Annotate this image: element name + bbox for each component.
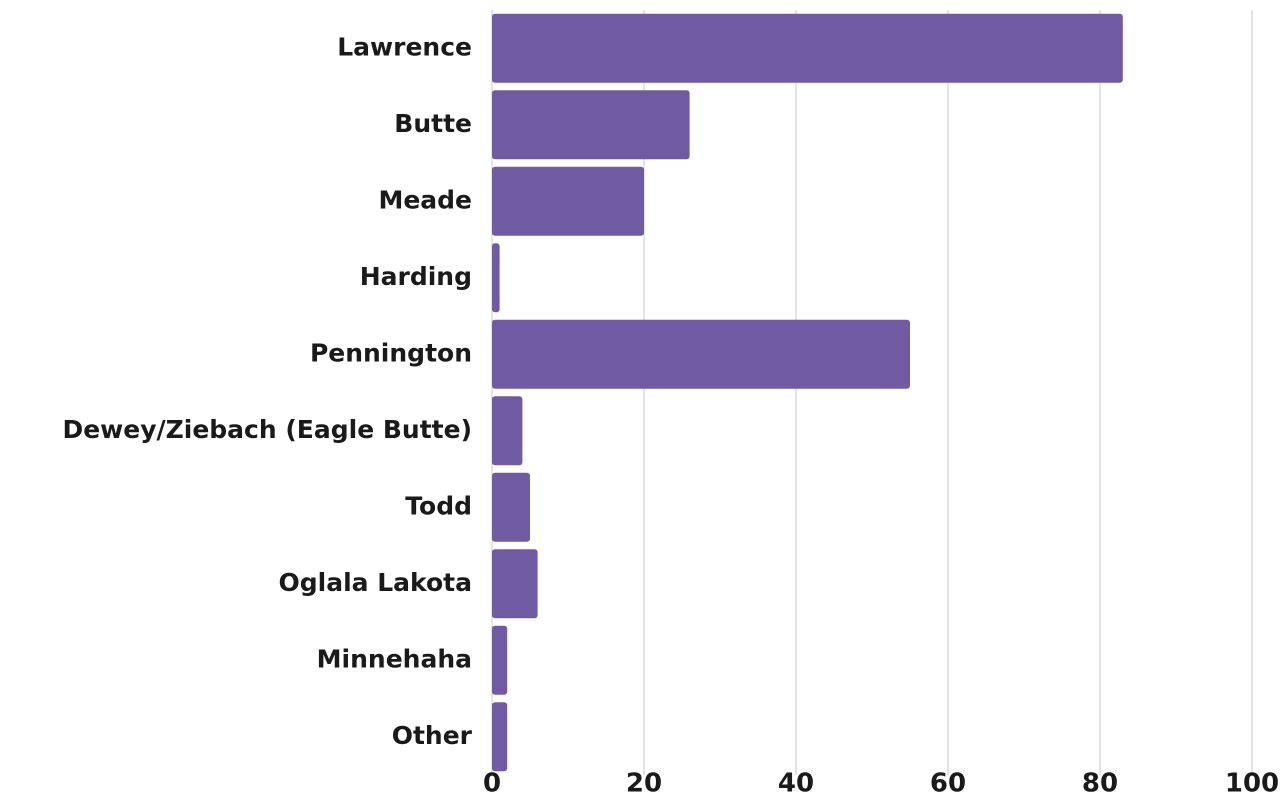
category-label-meade: Meade: [378, 185, 472, 214]
category-label-minnehaha: Minnehaha: [317, 644, 472, 673]
category-label-pennington: Pennington: [310, 338, 472, 367]
x-tick-label-20: 20: [626, 769, 662, 799]
category-label-butte: Butte: [394, 109, 472, 138]
x-tick-label-40: 40: [778, 769, 814, 799]
bar-lawrence: [492, 13, 1123, 83]
bars: [492, 13, 1123, 772]
bar-other: [492, 702, 508, 772]
bar-pennington: [492, 319, 910, 389]
bar-harding: [492, 243, 500, 313]
category-label-other: Other: [392, 721, 473, 750]
x-axis-ticks: 0 20 40 60 80 100: [483, 769, 1279, 799]
category-label-lawrence: Lawrence: [337, 32, 472, 61]
x-tick-label-80: 80: [1082, 769, 1118, 799]
bar-meade: [492, 166, 644, 236]
x-tick-label-60: 60: [930, 769, 966, 799]
bar-minnehaha: [492, 625, 508, 695]
bar-oglala-lakota: [492, 549, 538, 619]
bar-butte: [492, 90, 690, 160]
category-label-dewey-ziebach-eagle-butte: Dewey/Ziebach (Eagle Butte): [62, 415, 472, 444]
category-label-harding: Harding: [360, 262, 472, 291]
category-labels: Lawrence Butte Meade Harding Pennington Dewey…: [62, 32, 472, 750]
x-tick-label-0: 0: [483, 769, 501, 799]
bar-todd: [492, 472, 530, 542]
category-label-todd: Todd: [405, 491, 472, 520]
category-label-oglala-lakota: Oglala Lakota: [279, 568, 472, 597]
x-tick-label-100: 100: [1225, 769, 1279, 799]
bar-dewey-ziebach-eagle-butte: [492, 396, 523, 466]
